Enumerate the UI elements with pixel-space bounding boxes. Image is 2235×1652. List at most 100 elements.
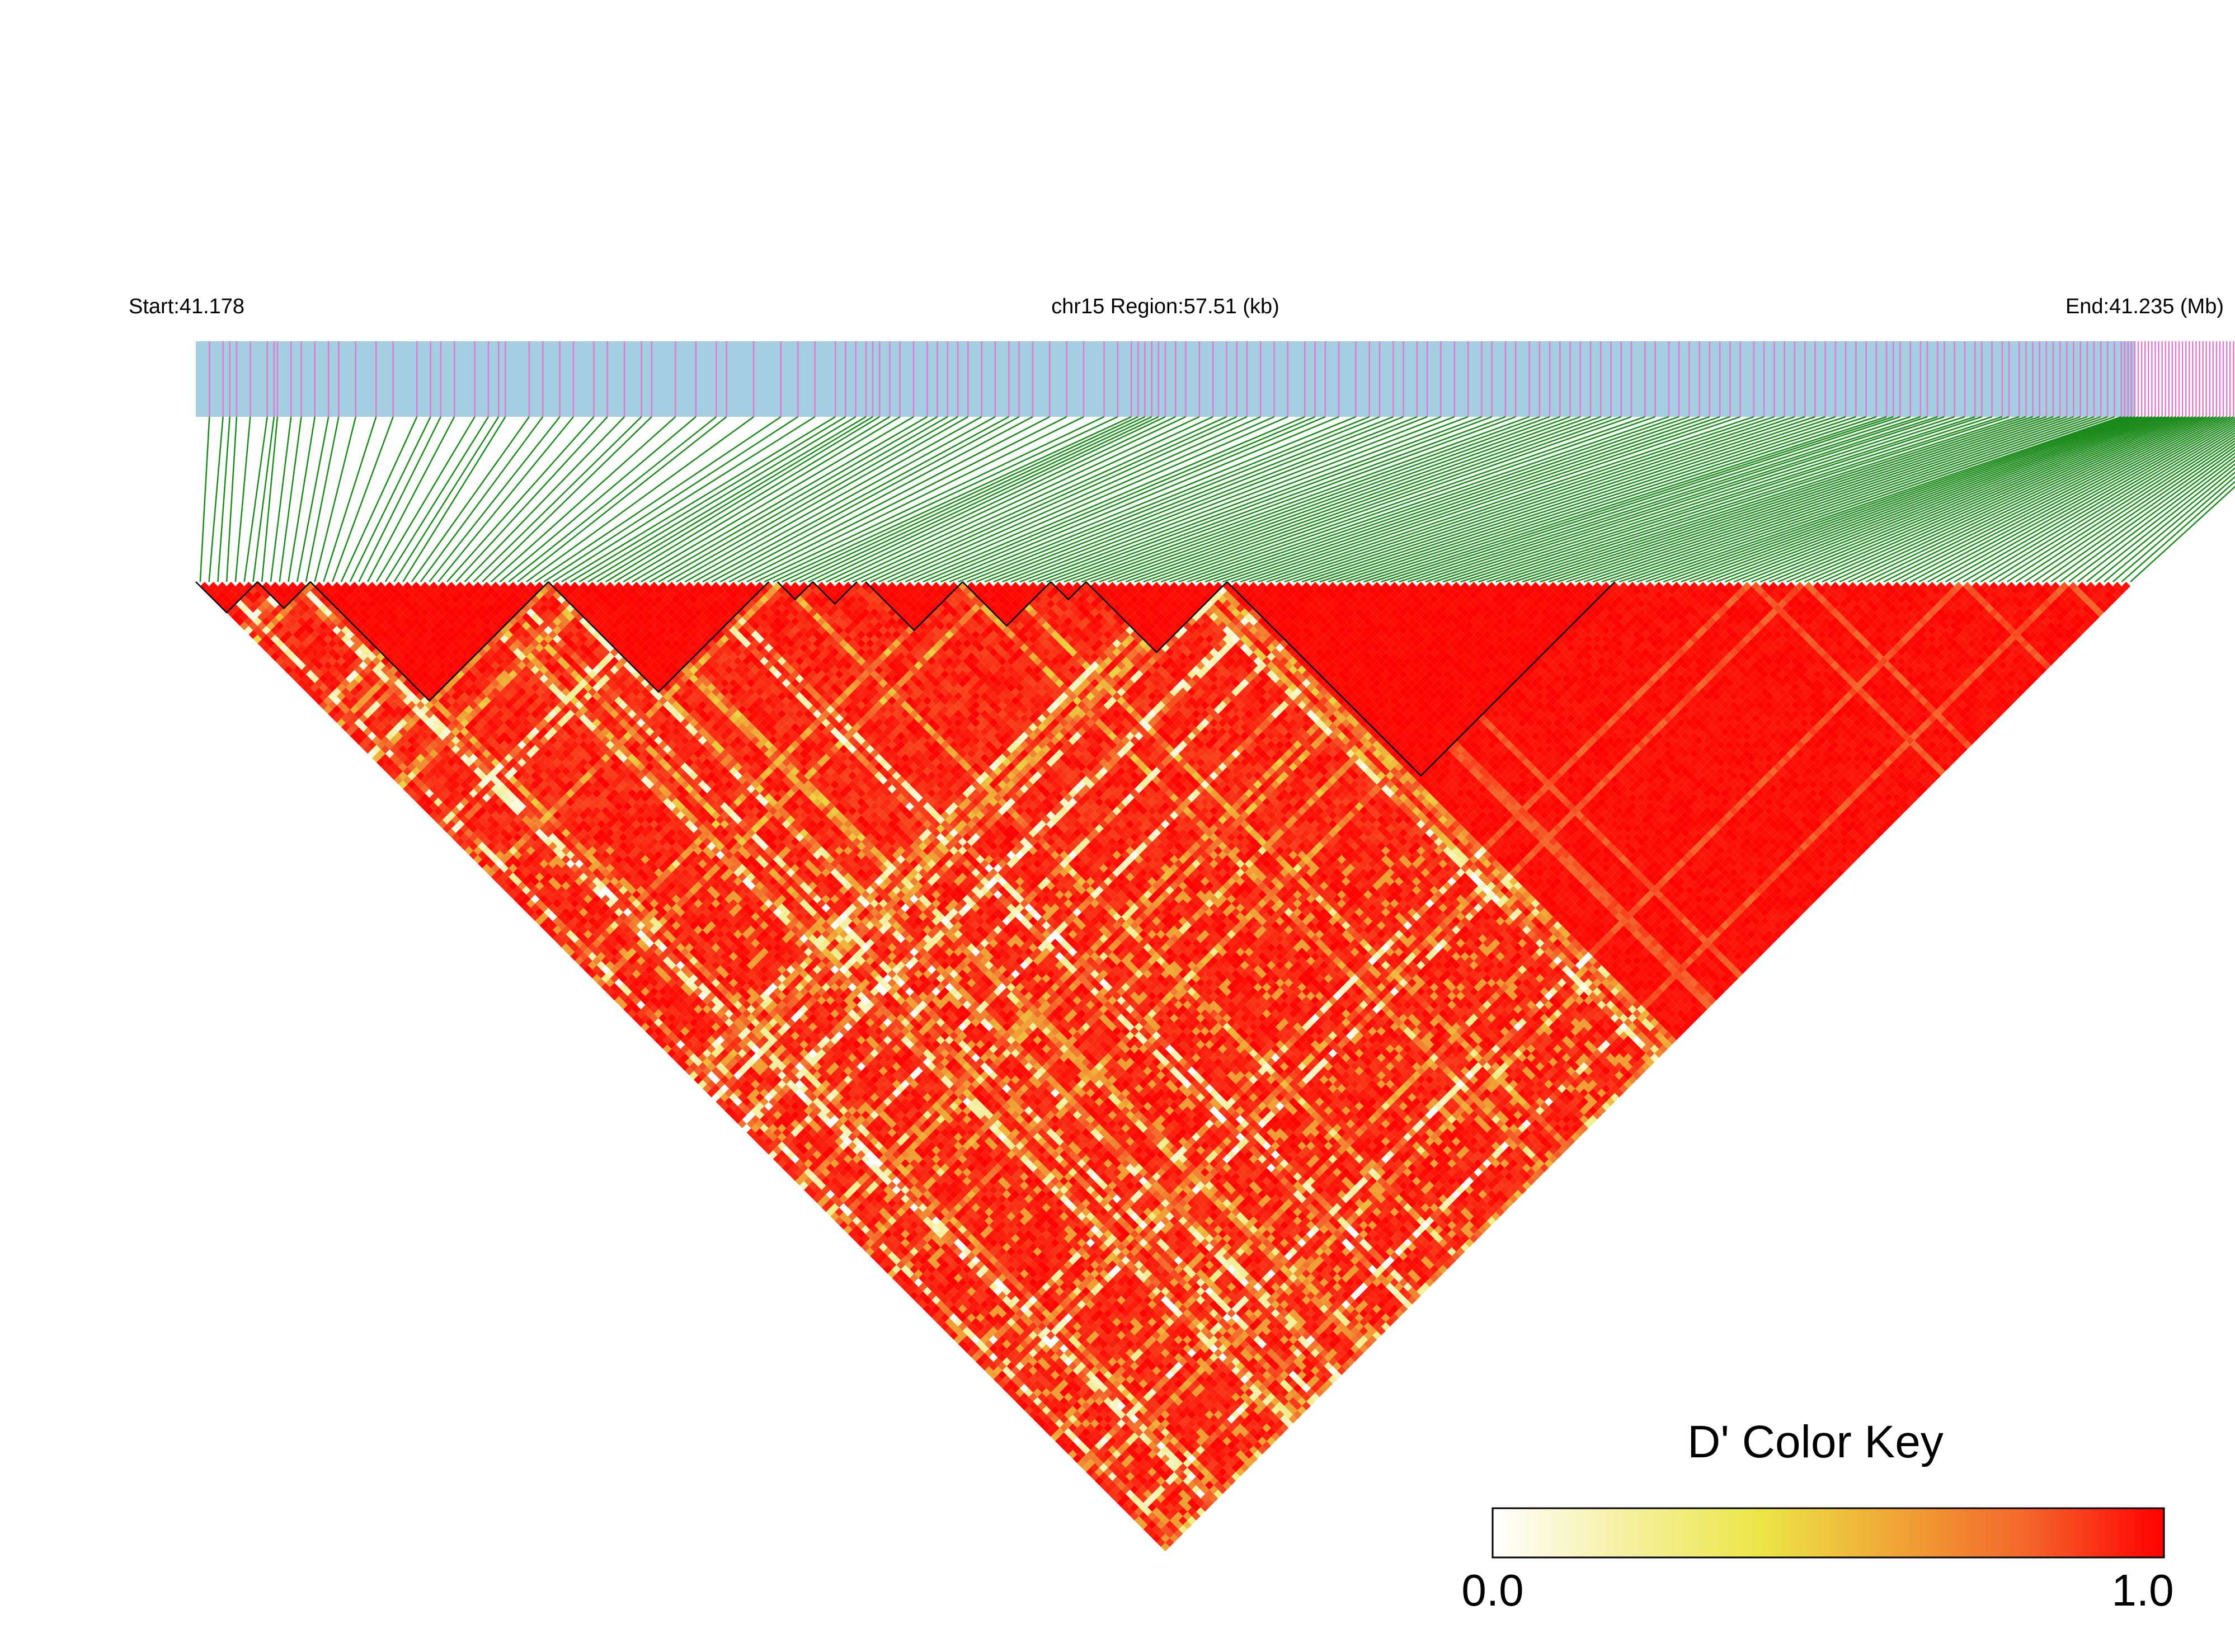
snp-connector	[1963, 423, 2235, 583]
snp-connector	[499, 416, 697, 582]
snp-connector	[561, 416, 836, 583]
ld-cell	[266, 648, 275, 657]
snp-connector	[1187, 416, 1669, 583]
snp-connector	[296, 416, 330, 582]
snp-connector	[2015, 437, 2235, 583]
snp-connector	[2086, 463, 2235, 582]
snp-connector	[1399, 416, 1911, 583]
snp-connector	[473, 416, 642, 582]
snp-connector	[1222, 416, 1710, 583]
snp-connector	[2024, 440, 2235, 583]
snp-connector	[420, 416, 544, 582]
snp-connector	[332, 416, 394, 582]
snp-connector	[261, 416, 279, 582]
snp-connector	[1645, 416, 2125, 583]
snp-connector	[1434, 416, 1945, 583]
snp-connector	[2033, 443, 2235, 583]
snp-connector	[2041, 446, 2235, 583]
snp-connector	[270, 416, 292, 582]
snp-connector	[1557, 416, 2060, 583]
snp-connector	[1310, 416, 1815, 583]
snp-connector	[552, 416, 816, 583]
snp-connector	[2006, 434, 2235, 583]
snp-connector	[1178, 416, 1656, 583]
snp-connector	[1028, 416, 1469, 583]
snp-connector	[482, 416, 652, 582]
snp-connector	[605, 416, 880, 583]
snp-connector	[693, 416, 996, 583]
snp-connector	[1064, 416, 1516, 583]
snp-connector	[773, 416, 1132, 583]
snp-connector	[1724, 416, 2156, 583]
snp-connector	[1971, 425, 2235, 583]
snp-connector	[411, 416, 530, 582]
snp-connector	[1936, 417, 2235, 583]
snp-connector	[402, 416, 506, 582]
ld-cell	[231, 613, 240, 622]
snp-connector	[305, 416, 340, 582]
snp-connector	[455, 416, 608, 582]
snp-connector	[1689, 416, 2142, 583]
snp-connector	[1804, 416, 2186, 583]
snp-connector	[1822, 416, 2193, 583]
region-end-label: End:41.235 (Mb)	[2065, 295, 2224, 318]
ld-cell	[284, 665, 293, 675]
snp-connector	[1425, 416, 1938, 583]
snp-connector	[1698, 416, 2145, 583]
snp-connector	[1284, 416, 1785, 583]
snp-connector	[1830, 416, 2196, 583]
snp-connector	[1407, 416, 1921, 583]
snp-connector	[234, 416, 251, 582]
snp-connector	[1240, 416, 1730, 583]
snp-connector	[2050, 449, 2235, 583]
ld-cell	[279, 661, 289, 670]
snp-connector	[1372, 416, 1887, 583]
snp-connector	[225, 416, 238, 582]
snp-connector	[1328, 416, 1836, 583]
snp-connector	[940, 416, 1339, 583]
snp-connector	[2121, 481, 2235, 582]
snp-connector	[534, 416, 782, 583]
snp-connector	[923, 416, 1316, 583]
snp-connector	[1169, 416, 1645, 583]
snp-connector	[746, 416, 1084, 583]
snp-connector	[508, 416, 717, 582]
snp-connector	[1681, 416, 2139, 583]
snp-connector	[808, 416, 1159, 583]
snp-connector	[288, 416, 316, 582]
snp-connector	[1777, 416, 2176, 583]
snp-connector	[1848, 416, 2204, 583]
snp-connector	[1945, 418, 2235, 583]
snp-connector	[1522, 416, 2033, 583]
snp-connector	[1486, 416, 2003, 583]
snp-connector	[984, 416, 1404, 583]
snp-connector	[596, 416, 873, 583]
region-start-label: Start:41.178	[129, 295, 244, 318]
snp-connector	[1363, 416, 1877, 583]
snp-connector	[1196, 416, 1679, 583]
snp-connector	[252, 416, 275, 582]
snp-connector	[799, 416, 1152, 583]
snp-connector	[1636, 416, 2122, 583]
snp-connector	[1627, 416, 2115, 583]
snp-connector	[623, 416, 901, 583]
snp-connector	[1954, 421, 2235, 583]
snp-connector	[1786, 416, 2180, 583]
snp-connector	[2077, 459, 2235, 582]
snp-connector	[905, 416, 1288, 583]
snp-connector	[1442, 416, 1955, 583]
snp-connector	[1592, 416, 2088, 583]
snp-connector	[825, 416, 1176, 583]
snp-connector	[1151, 416, 1622, 583]
snp-connector	[1672, 416, 2135, 583]
snp-connector	[375, 416, 476, 582]
snp-connector	[1839, 416, 2200, 583]
snp-connector	[570, 416, 846, 583]
snp-connector	[2112, 476, 2235, 582]
snp-tick-layer	[209, 341, 2234, 417]
snp-connector	[1213, 416, 1700, 583]
snp-connector	[782, 416, 1138, 583]
snp-connector	[1566, 416, 2067, 583]
snp-connector	[1010, 416, 1441, 583]
snp-connector	[949, 416, 1356, 583]
